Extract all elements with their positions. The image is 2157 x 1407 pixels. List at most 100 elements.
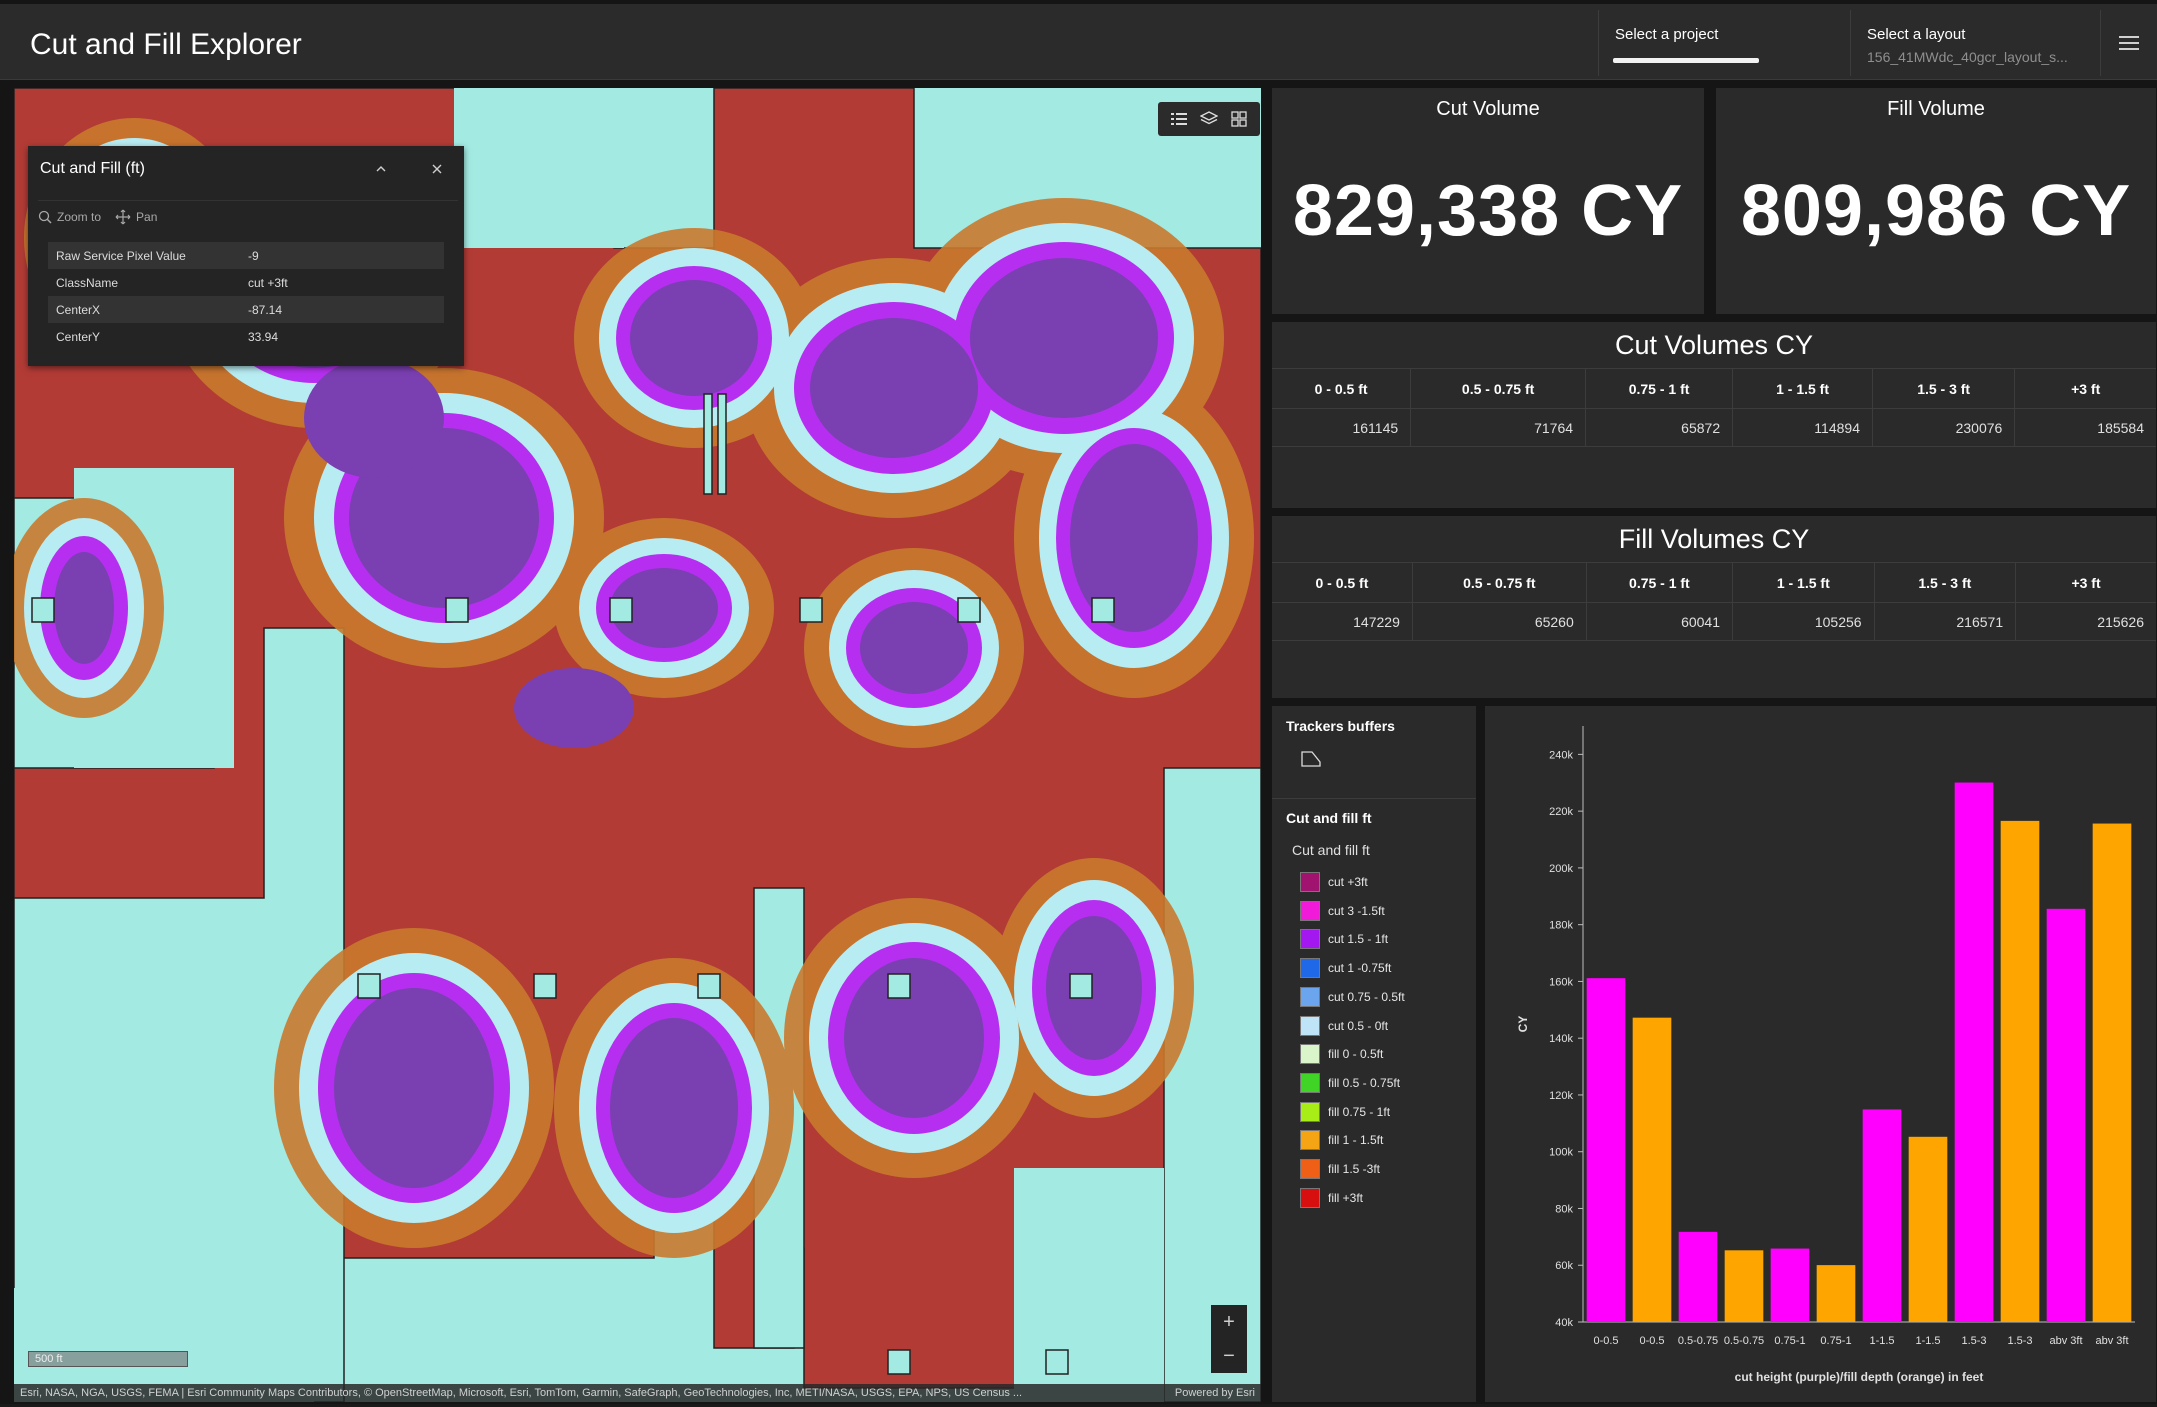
powered-by-esri[interactable]: Powered by Esri xyxy=(1174,1387,1255,1399)
legend-label: cut 0.5 - 0ft xyxy=(1328,1018,1389,1033)
zoom-out-button[interactable]: − xyxy=(1223,1344,1235,1367)
popup-collapse-button[interactable] xyxy=(370,158,392,180)
chart-bar xyxy=(1954,782,1994,1322)
legend-label: cut 1 -0.75ft xyxy=(1328,961,1392,976)
legend-item: cut 1.5 - 1ft xyxy=(1300,929,1389,950)
popup-actions: Zoom to Pan xyxy=(38,200,458,228)
popup-row-key: CenterY xyxy=(56,329,101,344)
fill-volumes-card: Fill Volumes CY 0 - 0.5 ft 0.5 - 0.75 ft 0… xyxy=(1272,516,2156,698)
list-button[interactable] xyxy=(1166,106,1192,132)
cut-volume-title: Cut Volume xyxy=(1436,98,1540,120)
legend-swatch xyxy=(1300,1159,1320,1179)
chart-x-tick-label: 1-1.5 xyxy=(1915,1335,1940,1347)
legend-label: fill 0 - 0.5ft xyxy=(1328,1047,1384,1062)
map-toolbar xyxy=(1158,102,1260,136)
zoom-to-action[interactable]: Zoom to xyxy=(38,210,101,224)
map-view[interactable]: Cut and Fill (ft) Zoom to Pan Raw Servic… xyxy=(14,88,1261,1402)
cut-volume-header: 1 - 1.5 ft xyxy=(1732,368,1873,409)
legend-item: fill 1.5 -3ft xyxy=(1300,1159,1380,1179)
cut-volumes-card: Cut Volumes CY 0 - 0.5 ft 0.5 - 0.75 ft 0.… xyxy=(1272,322,2156,508)
app-header: Cut and Fill Explorer Select a project S… xyxy=(0,4,2157,80)
popup-row: Raw Service Pixel Value -9 xyxy=(48,242,444,269)
fill-volume-header: +3 ft xyxy=(2015,562,2156,603)
chart-y-tick-label: 80k xyxy=(1555,1203,1573,1215)
chart-x-tick-label: 0-0.5 xyxy=(1639,1335,1664,1347)
chart-bar xyxy=(2046,908,2086,1322)
pan-icon xyxy=(115,209,131,224)
chart-bar xyxy=(1862,1109,1902,1322)
legend-label: fill 0.75 - 1ft xyxy=(1328,1104,1391,1119)
chart-y-tick-label: 120k xyxy=(1549,1090,1573,1102)
fill-volume-cell: 65260 xyxy=(1411,602,1587,641)
fill-volume-header: 0.5 - 0.75 ft xyxy=(1411,562,1587,603)
cut-volume-value: 829,338 CY xyxy=(1292,171,1684,251)
legend-swatch xyxy=(1300,958,1320,979)
chart-x-tick-label: abv 3ft xyxy=(2095,1335,2128,1347)
legend-swatch xyxy=(1300,1044,1320,1065)
legend-swatch xyxy=(1300,1187,1320,1208)
layout-selector-label: Select a layout xyxy=(1867,26,1966,43)
chart-x-tick-label: 1.5-3 xyxy=(1961,1335,1986,1347)
legend-label: fill 0.5 - 0.75ft xyxy=(1328,1075,1401,1090)
chart-x-tick-label: 0.5-0.75 xyxy=(1724,1335,1764,1347)
chart-bar xyxy=(1816,1265,1856,1322)
popup-close-button[interactable] xyxy=(426,158,448,180)
chart-bar xyxy=(1632,1017,1672,1322)
cut-volume-cell: 161145 xyxy=(1272,408,1411,447)
legend-swatch xyxy=(1300,872,1320,892)
legend-label: cut 3 -1.5ft xyxy=(1328,903,1385,918)
tracker-buffer-symbol xyxy=(1301,751,1321,767)
chevron-up-icon xyxy=(376,166,386,172)
chart-bar xyxy=(2000,820,2040,1322)
legend-swatch xyxy=(1300,1130,1320,1151)
chart-bar xyxy=(1724,1250,1764,1322)
project-selector[interactable]: Select a project xyxy=(1598,10,1850,76)
legend-divider xyxy=(1272,798,1476,799)
cut-volume-header: 1.5 - 3 ft xyxy=(1871,368,2015,409)
popup-title: Cut and Fill (ft) xyxy=(40,160,145,177)
zoom-control: + − xyxy=(1211,1305,1247,1373)
legend-item: fill +3ft xyxy=(1300,1187,1363,1208)
hamburger-menu-icon xyxy=(2119,36,2139,50)
volume-bar-chart: 40k 60k 80k 100k 120k 140k 160k 180k 200k 220k 240… xyxy=(1516,726,2135,1384)
layout-selector[interactable]: Select a layout 156_41MWdc_40gcr_layout_… xyxy=(1850,10,2100,76)
legend-item: cut 0.5 - 0ft xyxy=(1300,1015,1389,1036)
legend-item: cut 0.75 - 0.5ft xyxy=(1300,986,1405,1007)
chart-x-tick-label: abv 3ft xyxy=(2049,1335,2082,1347)
trackers-legend-title: Trackers buffers xyxy=(1286,718,1395,734)
cut-volume-cell: 185584 xyxy=(2014,408,2156,447)
popup-row-value: -9 xyxy=(248,248,259,263)
zoom-in-button[interactable]: + xyxy=(1223,1310,1235,1333)
legend-label: cut 1.5 - 1ft xyxy=(1328,932,1389,947)
legend-item: fill 0.5 - 0.75ft xyxy=(1300,1072,1401,1093)
chart-x-tick-label: 0.5-0.75 xyxy=(1678,1335,1718,1347)
close-icon xyxy=(432,164,442,174)
layers-icon xyxy=(1200,111,1218,125)
chart-x-tick-label: 1.5-3 xyxy=(2007,1335,2032,1347)
cut-volumes-table: 0 - 0.5 ft 0.5 - 0.75 ft 0.75 - 1 ft 1 - 1.… xyxy=(1272,368,2156,447)
fill-volume-card: Fill Volume 809,986 CY xyxy=(1716,88,2156,314)
pan-action[interactable]: Pan xyxy=(115,209,157,225)
cutfill-legend-title: Cut and fill ft xyxy=(1286,810,1372,826)
cut-volume-card: Cut Volume 829,338 CY xyxy=(1272,88,1704,314)
pan-label: Pan xyxy=(136,209,158,224)
legend-panel: Trackers buffers Cut and fill ft Cut and… xyxy=(1272,706,1476,1402)
cut-volume-header: +3 ft xyxy=(2014,368,2156,409)
cut-volume-header: 0 - 0.5 ft xyxy=(1272,368,1411,409)
legend-label: fill 1.5 -3ft xyxy=(1328,1162,1381,1176)
chart-x-tick-label: 1-1.5 xyxy=(1869,1335,1894,1347)
cut-volume-cell: 230076 xyxy=(1871,408,2015,447)
popup-row: CenterY 33.94 xyxy=(48,323,444,350)
chart-bar xyxy=(1770,1248,1810,1322)
basemap-gallery-button[interactable] xyxy=(1226,106,1252,132)
scale-bar: 500 ft xyxy=(28,1351,188,1367)
layers-button[interactable] xyxy=(1196,106,1222,132)
cut-volume-cell: 71764 xyxy=(1410,408,1586,447)
chart-bar xyxy=(1908,1136,1948,1322)
chart-x-tick-label: 0.75-1 xyxy=(1774,1335,1805,1347)
cut-volume-cell: 65872 xyxy=(1585,408,1733,447)
legend-label: fill 1 - 1.5ft xyxy=(1328,1133,1384,1148)
hamburger-menu-button[interactable] xyxy=(2100,10,2157,76)
zoom-to-label: Zoom to xyxy=(57,209,102,224)
